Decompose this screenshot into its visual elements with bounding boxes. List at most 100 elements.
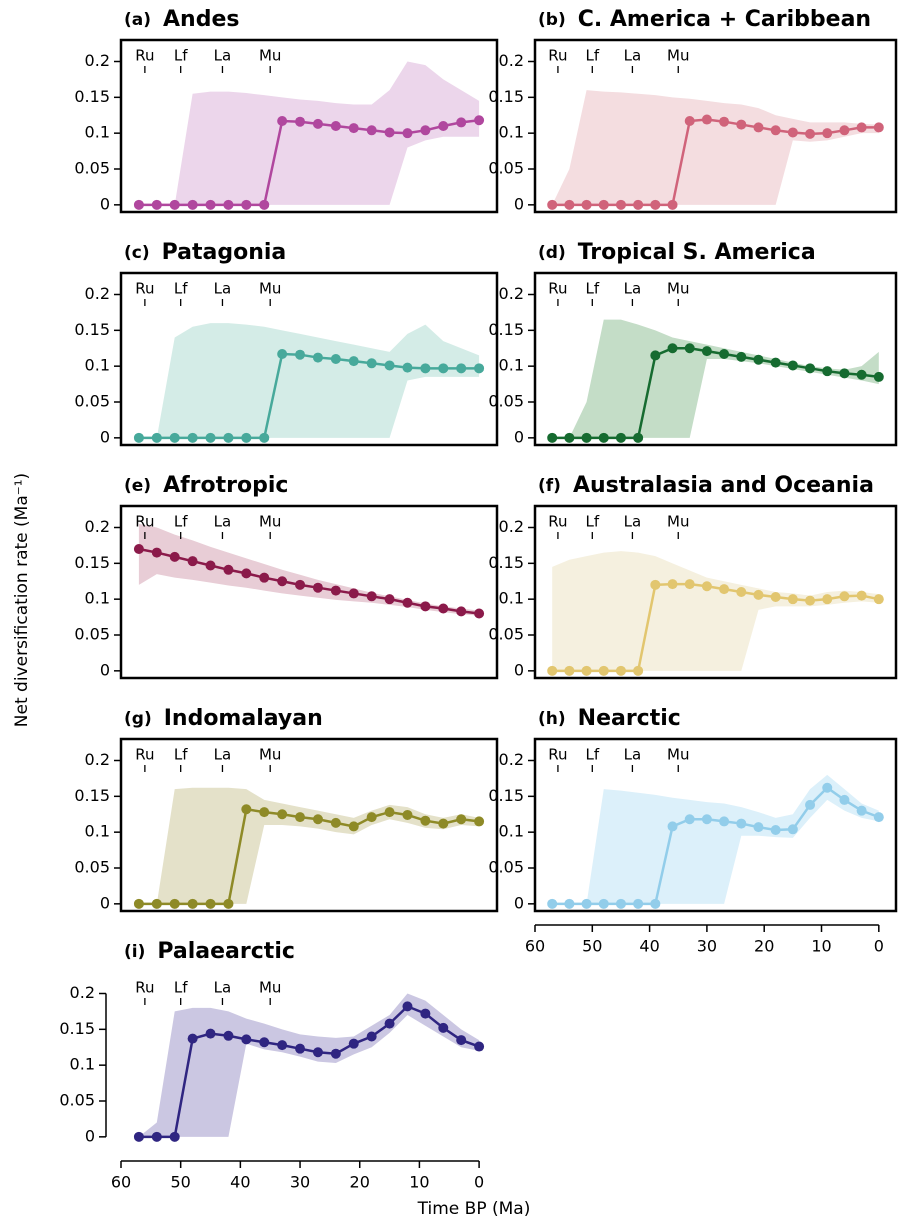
epoch-label: La (214, 280, 232, 298)
epoch-label: Lf (174, 513, 188, 531)
rate-point (169, 898, 180, 909)
x-tick-label: 0 (874, 937, 884, 956)
rate-point (259, 432, 270, 443)
rate-point (822, 594, 833, 605)
rate-point (348, 123, 359, 134)
epoch-label: Mu (259, 979, 281, 997)
rate-point (402, 809, 413, 820)
rate-point (856, 369, 867, 380)
y-tick-label: 0.05 (488, 392, 524, 411)
y-tick-label: 0.1 (85, 589, 110, 608)
rate-point (839, 125, 850, 136)
epoch-label: La (624, 280, 642, 298)
rate-point (684, 814, 695, 825)
panel-title: Tropical S. America (578, 240, 816, 265)
epoch-label: Ru (135, 513, 154, 531)
rate-point (277, 576, 288, 587)
rate-point (330, 585, 341, 596)
confidence-band (138, 523, 480, 616)
rate-point (133, 432, 144, 443)
y-tick-label: 0 (100, 427, 110, 446)
rate-point (474, 115, 485, 126)
rate-point (384, 1018, 395, 1029)
rate-point (873, 594, 884, 605)
rate-point (330, 817, 341, 828)
x-tick-label: 50 (171, 1173, 191, 1192)
rate-point (564, 199, 575, 210)
epoch-label: La (214, 47, 232, 65)
epoch-label: La (624, 513, 642, 531)
epoch-label: Lf (585, 280, 599, 298)
rate-point (151, 898, 162, 909)
rate-point (259, 572, 270, 583)
epoch-label: Mu (667, 513, 689, 531)
rate-point (474, 363, 485, 374)
plot-frame (119, 504, 499, 680)
rate-point (312, 1047, 323, 1058)
y-tick-label: 0.1 (499, 589, 524, 608)
rate-point (719, 584, 730, 595)
rate-point (295, 812, 306, 823)
rate-point (241, 199, 252, 210)
y-tick-label: 0.05 (59, 1091, 95, 1110)
panel: (b) C. America + Caribbean 0 0.05 0.1 0.15 0.2… (488, 7, 898, 213)
rate-point (650, 350, 661, 361)
plot-frame (119, 38, 499, 214)
y-tick-label: 0.1 (499, 356, 524, 375)
epoch-label: Mu (259, 513, 281, 531)
confidence-band (138, 993, 480, 1137)
rate-point (474, 1041, 485, 1052)
rate-point (684, 579, 695, 590)
x-tick-label: 10 (409, 1173, 429, 1192)
rate-point (133, 898, 144, 909)
rate-point (719, 116, 730, 127)
rate-point (205, 898, 216, 909)
y-tick-label: 0.1 (85, 123, 110, 142)
rate-point (753, 589, 764, 600)
y-tick-label: 0.15 (488, 87, 524, 106)
rate-point (564, 432, 575, 443)
x-tick-label: 40 (639, 937, 659, 956)
rate-point (384, 807, 395, 818)
epoch-label: La (214, 513, 232, 531)
y-tick-label: 0 (514, 660, 524, 679)
rate-point (633, 199, 644, 210)
y-tick-label: 0 (514, 893, 524, 912)
panel: (i) Palaearctic 0 0.05 0.1 0.15 0.2 60 50 40 30 20 1… (59, 939, 530, 1219)
panel-title: Andes (163, 7, 239, 32)
rate-point (330, 1048, 341, 1059)
rate-point (547, 665, 558, 676)
rate-point (650, 579, 661, 590)
panel-title: Nearctic (578, 706, 681, 731)
rate-point (873, 812, 884, 823)
rate-point (805, 595, 816, 606)
rate-point (684, 343, 695, 354)
panel-title: Australasia and Oceania (573, 473, 874, 498)
rate-point (633, 898, 644, 909)
y-tick-label: 0 (85, 1126, 95, 1145)
y-tick-label: 0.15 (488, 553, 524, 572)
rate-point (277, 115, 288, 126)
rate-point (839, 794, 850, 805)
rate-point (151, 432, 162, 443)
panel-tag: (d) (538, 243, 566, 263)
rate-point (581, 199, 592, 210)
x-tick-label: 20 (754, 937, 774, 956)
y-tick-label: 0.05 (488, 159, 524, 178)
y-tick-label: 0.15 (488, 786, 524, 805)
rate-point (650, 898, 661, 909)
rate-point (133, 1131, 144, 1142)
rate-point (295, 579, 306, 590)
x-tick-label: 30 (697, 937, 717, 956)
rate-point (701, 346, 712, 357)
rate-point (787, 594, 798, 605)
rate-point (805, 799, 816, 810)
rate-point (330, 121, 341, 131)
rate-point (667, 343, 678, 354)
epoch-label: Ru (135, 746, 154, 764)
rate-point (456, 606, 467, 617)
epoch-label: La (624, 746, 642, 764)
epoch-label: La (214, 746, 232, 764)
y-tick-label: 0 (514, 194, 524, 213)
confidence-band (552, 774, 879, 904)
